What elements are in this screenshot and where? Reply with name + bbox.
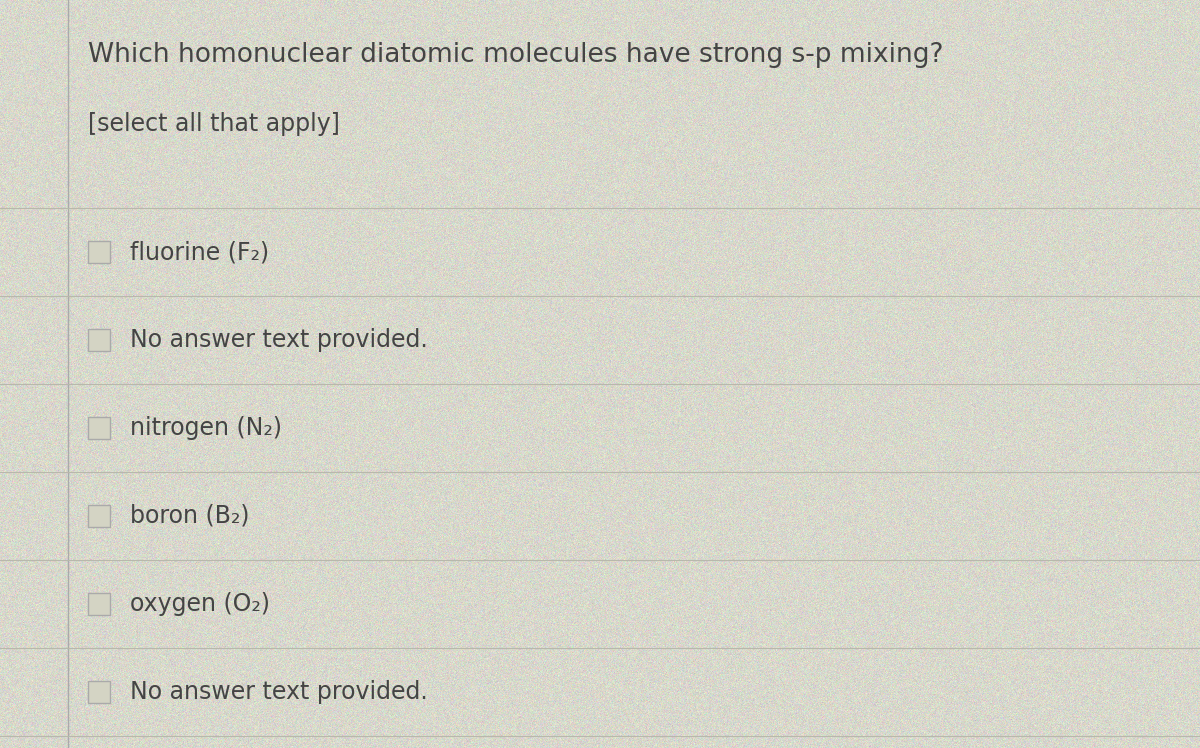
Bar	[88, 329, 110, 351]
Text: No answer text provided.: No answer text provided.	[130, 328, 427, 352]
Text: [select all that apply]: [select all that apply]	[88, 112, 340, 136]
Text: Which homonuclear diatomic molecules have strong s-p mixing?: Which homonuclear diatomic molecules hav…	[88, 42, 943, 68]
Bar	[88, 593, 110, 615]
Text: fluorine (F₂): fluorine (F₂)	[130, 240, 269, 264]
Text: boron (B₂): boron (B₂)	[130, 504, 250, 528]
Bar	[88, 241, 110, 263]
Text: oxygen (O₂): oxygen (O₂)	[130, 592, 270, 616]
Text: nitrogen (N₂): nitrogen (N₂)	[130, 416, 282, 440]
Text: No answer text provided.: No answer text provided.	[130, 680, 427, 704]
Bar	[88, 681, 110, 703]
Bar	[88, 505, 110, 527]
Bar	[88, 417, 110, 439]
